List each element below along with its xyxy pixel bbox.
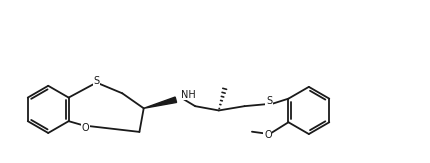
- Text: O: O: [82, 123, 89, 133]
- Polygon shape: [143, 97, 176, 108]
- Text: NH: NH: [180, 90, 195, 100]
- Text: S: S: [93, 76, 99, 86]
- Text: S: S: [265, 96, 271, 106]
- Text: O: O: [264, 130, 271, 140]
